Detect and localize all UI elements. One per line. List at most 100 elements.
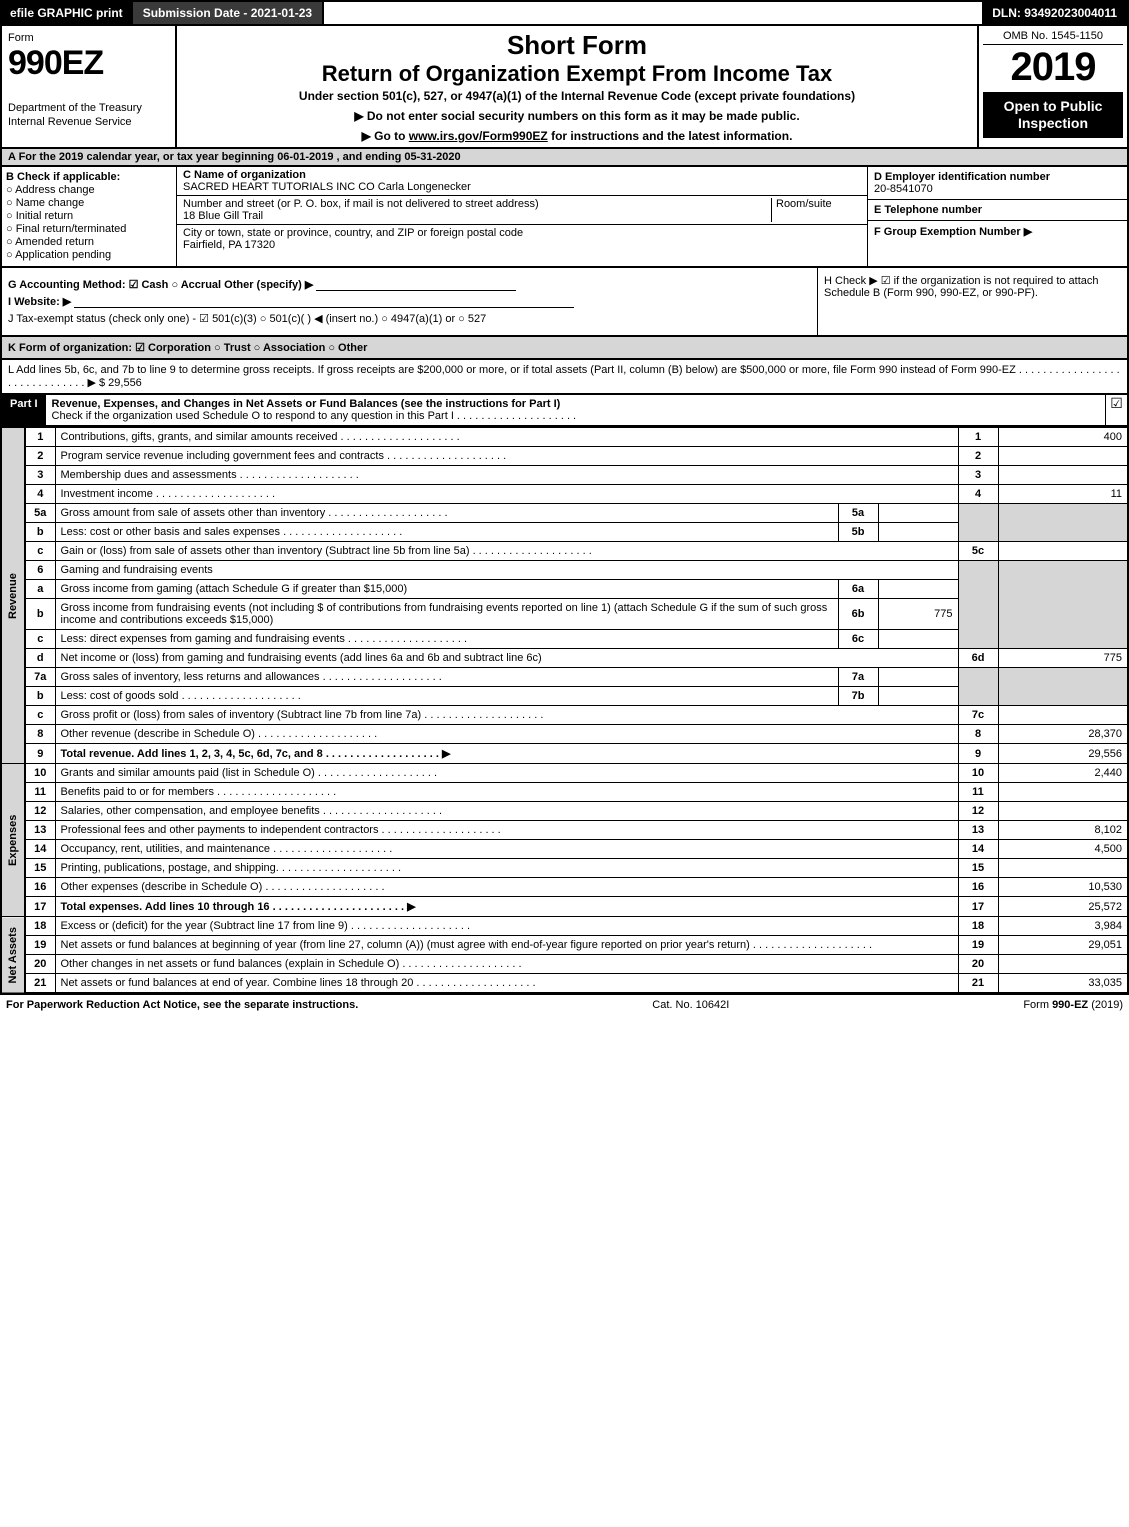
line-5b-inval (878, 523, 958, 542)
line-7b-desc: Less: cost of goods sold (55, 687, 838, 706)
line-6d-desc: Net income or (loss) from gaming and fun… (55, 649, 958, 668)
line-19-num: 19 (25, 936, 55, 955)
line-6-num: 6 (25, 561, 55, 580)
vtab-net-assets: Net Assets (1, 917, 25, 994)
irs-link[interactable]: www.irs.gov/Form990EZ (409, 129, 548, 143)
line-14-num: 14 (25, 840, 55, 859)
l-amount: 29,556 (108, 377, 142, 389)
header-left: Form 990EZ Department of the Treasury In… (2, 26, 177, 147)
line-11-rnum: 11 (958, 783, 998, 802)
chk-amended-return[interactable]: Amended return (6, 236, 172, 248)
line-7b-innum: 7b (838, 687, 878, 706)
row-a-tax-year: A For the 2019 calendar year, or tax yea… (0, 149, 1129, 167)
line-20-desc: Other changes in net assets or fund bala… (55, 955, 958, 974)
line-12-val (998, 802, 1128, 821)
i-blank[interactable] (74, 296, 574, 308)
title-short-form: Short Form (185, 30, 969, 61)
line-7b-num: b (25, 687, 55, 706)
footer-formref: Form 990-EZ (2019) (1023, 999, 1123, 1011)
line-15-num: 15 (25, 859, 55, 878)
line-8-num: 8 (25, 725, 55, 744)
goto-link-line: ▶ Go to www.irs.gov/Form990EZ for instru… (185, 129, 969, 143)
line-15-desc: Printing, publications, postage, and shi… (55, 859, 958, 878)
footer-paperwork: For Paperwork Reduction Act Notice, see … (6, 999, 358, 1011)
chk-address-change[interactable]: Address change (6, 184, 172, 196)
line-11-num: 11 (25, 783, 55, 802)
line-8-rnum: 8 (958, 725, 998, 744)
line-6b-desc: Gross income from fundraising events (no… (55, 599, 838, 630)
line-14-desc: Occupancy, rent, utilities, and maintena… (55, 840, 958, 859)
line-17-rnum: 17 (958, 897, 998, 917)
line-3-desc: Membership dues and assessments (55, 466, 958, 485)
line-18-rnum: 18 (958, 917, 998, 936)
department-label: Department of the Treasury Internal Reve… (8, 101, 169, 130)
form-word: Form (8, 32, 169, 44)
omb-number: OMB No. 1545-1150 (983, 30, 1123, 45)
line-18-desc: Excess or (deficit) for the year (Subtra… (55, 917, 958, 936)
line-7ab-shade-val (998, 668, 1128, 706)
line-7c-desc: Gross profit or (loss) from sales of inv… (55, 706, 958, 725)
line-6b-innum: 6b (838, 599, 878, 630)
line-5a-desc: Gross amount from sale of assets other t… (55, 504, 838, 523)
goto-post: for instructions and the latest informat… (548, 129, 793, 143)
top-bar: efile GRAPHIC print Submission Date - 20… (0, 0, 1129, 26)
line-6d-val: 775 (998, 649, 1128, 668)
line-7c-val (998, 706, 1128, 725)
b-title: B Check if applicable: (6, 171, 172, 183)
g-blank[interactable] (316, 279, 516, 291)
j-tax-exempt: J Tax-exempt status (check only one) - ☑… (8, 312, 811, 325)
chk-final-return[interactable]: Final return/terminated (6, 223, 172, 235)
line-3-val (998, 466, 1128, 485)
line-13-rnum: 13 (958, 821, 998, 840)
street-label: Number and street (or P. O. box, if mail… (183, 198, 771, 210)
row-k-form-org: K Form of organization: ☑ Corporation ○ … (0, 337, 1129, 360)
line-17-desc: Total expenses. Add lines 10 through 16 … (55, 897, 958, 917)
line-6a-desc: Gross income from gaming (attach Schedul… (55, 580, 838, 599)
chk-name-change[interactable]: Name change (6, 197, 172, 209)
h-schedule-b: H Check ▶ ☑ if the organization is not r… (817, 268, 1127, 335)
header-right: OMB No. 1545-1150 2019 Open to Public In… (977, 26, 1127, 147)
ghij-left: G Accounting Method: ☑ Cash ○ Accrual Ot… (2, 268, 817, 335)
line-6c-desc: Less: direct expenses from gaming and fu… (55, 630, 838, 649)
tax-year: 2019 (983, 45, 1123, 90)
line-5b-desc: Less: cost or other basis and sales expe… (55, 523, 838, 542)
line-7ab-shade (958, 668, 998, 706)
line-17-num: 17 (25, 897, 55, 917)
line-6-desc: Gaming and fundraising events (55, 561, 958, 580)
line-6c-num: c (25, 630, 55, 649)
room-suite-label: Room/suite (771, 198, 861, 222)
line-7a-desc: Gross sales of inventory, less returns a… (55, 668, 838, 687)
submission-date-button[interactable]: Submission Date - 2021-01-23 (133, 2, 324, 24)
line-6d-rnum: 6d (958, 649, 998, 668)
line-18-num: 18 (25, 917, 55, 936)
line-20-rnum: 20 (958, 955, 998, 974)
line-2-desc: Program service revenue including govern… (55, 447, 958, 466)
line-5a-innum: 5a (838, 504, 878, 523)
line-11-desc: Benefits paid to or for members (55, 783, 958, 802)
c-label: C Name of organization (183, 169, 306, 181)
d-ein-value: 20-8541070 (874, 183, 1121, 195)
line-13-val: 8,102 (998, 821, 1128, 840)
line-12-rnum: 12 (958, 802, 998, 821)
chk-initial-return[interactable]: Initial return (6, 210, 172, 222)
line-6b-num: b (25, 599, 55, 630)
chk-application-pending[interactable]: Application pending (6, 249, 172, 261)
line-6b-inval: 775 (878, 599, 958, 630)
part1-checkbox[interactable]: ☑ (1105, 395, 1127, 425)
goto-pre: ▶ Go to (362, 129, 409, 143)
line-16-desc: Other expenses (describe in Schedule O) (55, 878, 958, 897)
line-7a-inval (878, 668, 958, 687)
line-19-val: 29,051 (998, 936, 1128, 955)
col-b-checkboxes: B Check if applicable: Address change Na… (2, 167, 177, 266)
line-12-num: 12 (25, 802, 55, 821)
line-2-val (998, 447, 1128, 466)
line-4-rnum: 4 (958, 485, 998, 504)
line-10-desc: Grants and similar amounts paid (list in… (55, 764, 958, 783)
line-6c-inval (878, 630, 958, 649)
line-10-rnum: 10 (958, 764, 998, 783)
line-21-desc: Net assets or fund balances at end of ye… (55, 974, 958, 994)
efile-print-button[interactable]: efile GRAPHIC print (2, 2, 133, 24)
line-20-val (998, 955, 1128, 974)
line-9-desc: Total revenue. Add lines 1, 2, 3, 4, 5c,… (55, 744, 958, 764)
d-ein-label: D Employer identification number (874, 171, 1121, 183)
